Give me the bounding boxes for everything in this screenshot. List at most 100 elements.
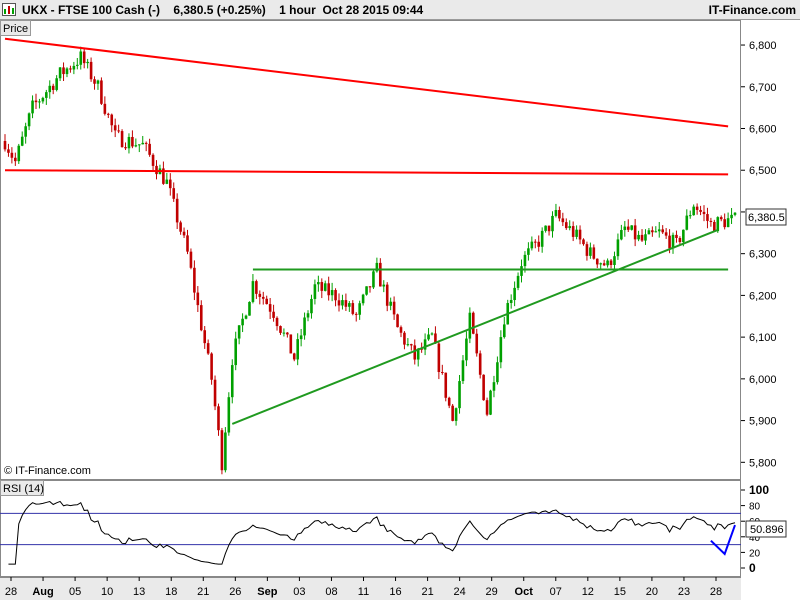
- price-tick-label: 6,300: [749, 249, 777, 261]
- candle: [251, 274, 255, 304]
- candle: [10, 147, 14, 164]
- candle: [76, 57, 79, 70]
- candle: [547, 225, 551, 236]
- candle: [327, 276, 330, 301]
- rsi-last-label: 50.896: [750, 524, 784, 536]
- candle: [69, 65, 72, 73]
- candle: [344, 293, 348, 312]
- price-tick-label: 5,800: [749, 457, 777, 469]
- resistance-horizontal-line[interactable]: [4, 169, 729, 176]
- candle: [289, 334, 293, 354]
- candle: [489, 389, 492, 416]
- candle: [86, 58, 89, 69]
- rsi-line: [8, 500, 736, 565]
- date-tick-label: 07: [550, 586, 562, 598]
- candle: [403, 331, 406, 350]
- candle: [706, 207, 709, 229]
- candle: [379, 258, 382, 287]
- candle: [468, 307, 472, 344]
- candle: [372, 270, 375, 289]
- chart-title-bar: UKX - FTSE 100 Cash (-) 6,380.5 (+0.25%)…: [0, 0, 800, 20]
- candle: [31, 95, 34, 119]
- candle: [644, 229, 647, 245]
- candle: [286, 332, 289, 338]
- chart-area[interactable]: Price RSI (14) 5,800 5,900 6,000 6,100 6,200…: [0, 20, 800, 600]
- candle: [217, 403, 220, 436]
- price-label: Price: [3, 23, 28, 35]
- candle: [609, 258, 613, 269]
- date-tick-label: 13: [133, 586, 145, 598]
- candle: [554, 203, 558, 218]
- resistance-trend-line[interactable]: [4, 37, 729, 128]
- candle: [162, 161, 165, 185]
- candle: [261, 291, 265, 305]
- candle: [365, 286, 368, 296]
- candle: [220, 427, 224, 475]
- date-tick-label: 18: [165, 586, 177, 598]
- candle: [151, 153, 155, 171]
- copyright: © IT-Finance.com: [4, 465, 91, 477]
- candle: [320, 278, 324, 299]
- candle: [527, 242, 530, 261]
- candle: [351, 300, 355, 316]
- rsi-tick-label: 100: [749, 483, 769, 497]
- candle: [58, 67, 62, 82]
- candle: [385, 282, 389, 312]
- candle: [230, 359, 234, 404]
- candle: [461, 355, 465, 384]
- candle: [96, 79, 100, 90]
- candle: [368, 286, 372, 293]
- candle: [640, 229, 644, 242]
- date-tick-label: 23: [678, 586, 690, 598]
- candle: [713, 219, 716, 232]
- candle: [41, 96, 45, 104]
- candle: [513, 281, 516, 307]
- price-tick-label: 6,600: [749, 123, 777, 135]
- candle: [148, 138, 151, 157]
- rsi-tick-label: 40: [749, 533, 761, 544]
- candle: [279, 325, 282, 335]
- date-tick-label: 12: [582, 586, 594, 598]
- candle: [465, 331, 468, 367]
- rsi-label-box: [0, 480, 44, 496]
- candle: [675, 230, 678, 243]
- candle: [48, 80, 52, 99]
- candle: [175, 193, 179, 230]
- candle: [210, 352, 213, 385]
- candle: [79, 46, 83, 70]
- candle: [282, 328, 286, 337]
- candle: [595, 258, 599, 269]
- candle: [275, 316, 279, 331]
- candle: [661, 225, 664, 234]
- candle: [664, 228, 668, 239]
- candle: [337, 293, 341, 312]
- candle: [410, 343, 413, 351]
- candle: [427, 328, 430, 341]
- candle: [392, 296, 396, 320]
- candle: [206, 339, 210, 355]
- candle: [578, 225, 582, 245]
- candle: [678, 236, 682, 246]
- candle: [203, 326, 207, 349]
- candle: [430, 332, 434, 336]
- candle: [637, 230, 640, 242]
- last-quote: 6,380.5 (+0.25%): [173, 3, 266, 17]
- candle: [533, 239, 537, 249]
- candle: [199, 300, 203, 332]
- candle: [685, 209, 689, 231]
- candle: [726, 212, 730, 228]
- candle: [313, 279, 317, 305]
- support-trend-line[interactable]: [231, 228, 719, 425]
- candle: [396, 313, 399, 328]
- candle: [17, 143, 21, 164]
- candle: [317, 275, 320, 292]
- candle: [688, 210, 692, 219]
- candle: [633, 218, 637, 247]
- candle: [671, 232, 675, 254]
- candle: [155, 160, 158, 180]
- candle: [551, 211, 554, 238]
- candle: [213, 375, 217, 411]
- candle: [103, 96, 107, 116]
- candle: [348, 301, 351, 312]
- candle: [434, 326, 437, 344]
